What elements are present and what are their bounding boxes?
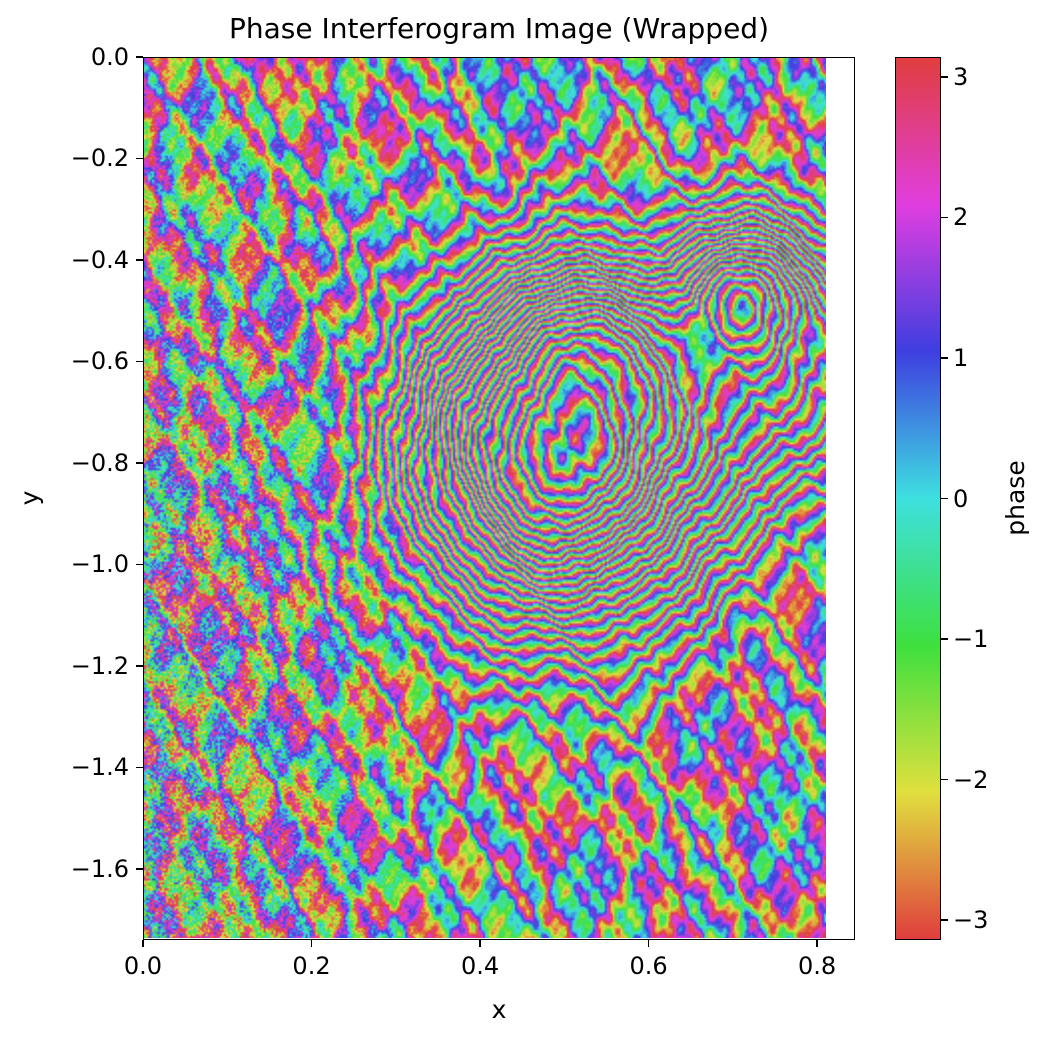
colorbar-tick-label: −2 [953,765,989,794]
y-tick-mark [136,259,143,261]
colorbar [895,57,941,940]
y-tick-mark [136,868,143,870]
x-tick-label: 0.2 [292,952,331,980]
y-tick-mark [136,563,143,566]
colorbar-tick-mark [941,638,948,640]
y-tick-mark [136,665,143,667]
chart-title: Phase Interferogram Image (Wrapped) [228,12,770,45]
colorbar-tick-mark [941,216,948,219]
y-tick-label: 0.0 [90,43,129,71]
y-tick-mark [136,462,143,464]
y-tick-mark [136,360,143,363]
y-tick-label: −1.2 [70,651,129,680]
colorbar-tick-label: 3 [953,62,969,91]
colorbar-tick-label: 0 [953,484,969,513]
plot-area [143,57,855,940]
x-tick-mark [310,940,313,947]
y-tick-mark [136,56,143,58]
y-tick-label: −0.2 [70,144,129,173]
colorbar-label: phase [1001,460,1030,536]
x-tick-label: 0.8 [797,952,837,980]
y-axis-label: y [15,490,44,506]
y-tick-label: −0.6 [70,347,129,376]
colorbar-tick-label: −1 [953,625,989,654]
y-tick-label: −1.6 [70,854,129,883]
colorbar-tick-label: −3 [953,906,989,935]
x-tick-label: 0.6 [629,952,668,980]
x-axis-label: x [491,995,507,1024]
colorbar-tick-label: 1 [953,343,969,372]
colorbar-tick-mark [941,357,948,359]
colorbar-tick-mark [941,778,948,781]
x-tick-mark [647,940,650,947]
y-tick-mark [136,157,143,160]
colorbar-tick-mark [941,76,948,78]
colorbar-tick-label: 2 [953,203,969,232]
interferogram-image [144,58,826,938]
y-tick-label: −1.4 [70,753,129,782]
colorbar-tick-mark [941,497,948,500]
y-tick-label: −1.0 [70,550,129,579]
colorbar-tick-mark [941,919,948,921]
x-tick-label: 0.0 [123,952,163,980]
x-tick-mark [142,940,144,947]
x-tick-label: 0.4 [460,952,500,980]
y-tick-mark [136,766,143,769]
y-tick-label: −0.4 [70,245,129,274]
x-tick-mark [816,940,818,947]
y-tick-label: −0.8 [70,448,129,477]
x-tick-mark [479,940,481,947]
